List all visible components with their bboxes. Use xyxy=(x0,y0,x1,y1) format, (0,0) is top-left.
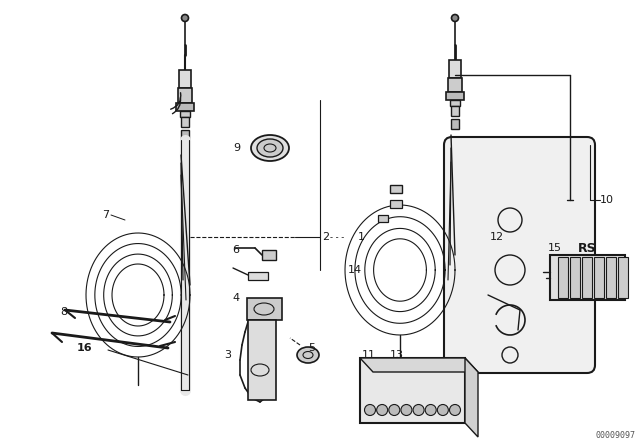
Text: 2: 2 xyxy=(322,232,329,242)
Bar xyxy=(550,255,625,300)
Circle shape xyxy=(365,405,376,415)
Bar xyxy=(450,100,460,106)
Text: 16: 16 xyxy=(77,343,93,353)
Text: 15: 15 xyxy=(548,243,562,253)
Text: 7: 7 xyxy=(102,210,109,220)
Text: 5: 5 xyxy=(308,343,315,353)
Circle shape xyxy=(437,405,449,415)
Text: 3: 3 xyxy=(224,350,231,360)
Bar xyxy=(449,60,461,78)
Circle shape xyxy=(388,405,400,415)
Bar xyxy=(248,272,268,280)
Polygon shape xyxy=(465,358,478,437)
Bar xyxy=(618,257,628,298)
Circle shape xyxy=(182,14,189,22)
Circle shape xyxy=(451,14,458,22)
Bar xyxy=(360,358,465,423)
Bar xyxy=(594,257,604,298)
Text: 13: 13 xyxy=(390,350,404,360)
Ellipse shape xyxy=(297,347,319,363)
Bar xyxy=(448,78,462,92)
Polygon shape xyxy=(360,358,478,372)
Circle shape xyxy=(449,405,461,415)
Bar xyxy=(582,257,592,298)
Text: 4: 4 xyxy=(232,293,239,303)
Bar xyxy=(378,215,388,222)
Text: 14: 14 xyxy=(348,265,362,275)
Text: 10: 10 xyxy=(600,195,614,205)
Text: - - -: - - - xyxy=(330,233,344,241)
Bar xyxy=(446,92,464,100)
Bar xyxy=(176,103,194,111)
Bar xyxy=(247,298,282,320)
Text: 11: 11 xyxy=(362,350,376,360)
Circle shape xyxy=(377,405,388,415)
Bar xyxy=(262,250,276,260)
Bar xyxy=(606,257,616,298)
Bar xyxy=(181,117,189,127)
Text: 1: 1 xyxy=(358,232,365,242)
Bar xyxy=(180,111,190,117)
FancyBboxPatch shape xyxy=(444,137,595,373)
Bar xyxy=(248,320,276,400)
Text: 12: 12 xyxy=(490,232,504,242)
Ellipse shape xyxy=(257,139,283,157)
Text: 8: 8 xyxy=(60,307,67,317)
Bar xyxy=(181,130,189,140)
Circle shape xyxy=(401,405,412,415)
Bar xyxy=(390,185,402,193)
Text: 9: 9 xyxy=(233,143,240,153)
Bar xyxy=(570,257,580,298)
Bar xyxy=(178,88,192,103)
Bar xyxy=(451,106,459,116)
Circle shape xyxy=(413,405,424,415)
Text: 00009097: 00009097 xyxy=(595,431,635,440)
Circle shape xyxy=(425,405,436,415)
Bar xyxy=(179,70,191,88)
Text: 6: 6 xyxy=(232,245,239,255)
Bar xyxy=(451,119,459,129)
Ellipse shape xyxy=(251,135,289,161)
Bar xyxy=(558,257,568,298)
Bar xyxy=(390,200,402,208)
Text: RS: RS xyxy=(578,241,596,254)
